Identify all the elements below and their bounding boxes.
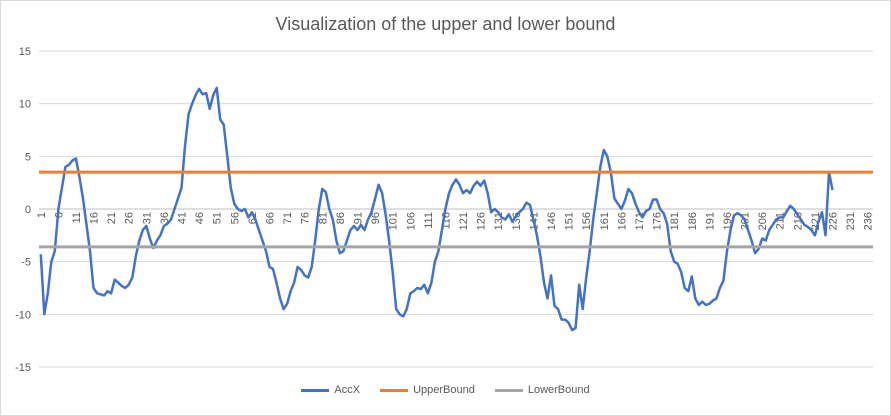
legend-item: UpperBound xyxy=(380,384,475,396)
legend-swatch xyxy=(494,388,523,392)
x-tick-label: 21 xyxy=(106,212,118,224)
y-axis-ticks: -15 -10 -5 0 5 10 15 xyxy=(15,46,31,374)
x-tick-label: 156 xyxy=(581,212,593,230)
x-tick-label: 151 xyxy=(564,212,576,230)
y-tick-label: -10 xyxy=(15,309,31,321)
x-tick-label: 66 xyxy=(264,212,276,224)
series-line-accx xyxy=(39,86,834,332)
legend-swatch xyxy=(301,388,330,392)
x-tick-label: 226 xyxy=(828,212,840,230)
grid-lines xyxy=(39,50,873,368)
legend-label: UpperBound xyxy=(413,384,475,396)
x-axis-ticks: 1 6 11 16 21 26 31 36 41 46 51 56 61 66 71 76 81 86 91 96 10… xyxy=(36,212,875,230)
x-tick-label: 166 xyxy=(616,212,628,230)
legend: AccX UpperBound LowerBound xyxy=(1,384,890,396)
x-tick-label: 6 xyxy=(53,212,65,218)
x-tick-label: 126 xyxy=(476,212,488,230)
x-tick-label: 231 xyxy=(845,212,857,230)
x-tick-label: 111 xyxy=(423,212,435,229)
legend-item: AccX xyxy=(301,384,360,396)
legend-swatch xyxy=(380,388,409,392)
x-tick-label: 206 xyxy=(757,212,769,230)
x-tick-label: 16 xyxy=(89,212,101,224)
legend-label: LowerBound xyxy=(527,384,590,396)
x-tick-label: 86 xyxy=(335,212,347,224)
x-tick-label: 51 xyxy=(212,212,224,224)
x-tick-label: 1 xyxy=(36,212,48,218)
x-tick-label: 106 xyxy=(405,212,417,230)
y-tick-label: -5 xyxy=(21,257,31,269)
x-tick-label: 136 xyxy=(511,212,523,230)
x-tick-label: 216 xyxy=(792,212,804,230)
legend-label: AccX xyxy=(334,384,361,396)
chart-title: Visualization of the upper and lower bou… xyxy=(275,14,616,34)
x-tick-label: 191 xyxy=(704,212,716,230)
x-tick-label: 26 xyxy=(124,212,136,224)
y-tick-label: 0 xyxy=(25,204,31,216)
x-tick-label: 76 xyxy=(300,212,312,224)
x-tick-label: 96 xyxy=(370,212,382,224)
x-tick-label: 31 xyxy=(141,212,153,224)
x-tick-label: 236 xyxy=(863,212,875,230)
x-tick-label: 221 xyxy=(810,212,822,230)
x-tick-label: 181 xyxy=(669,212,681,230)
x-tick-label: 41 xyxy=(177,212,189,224)
y-tick-label: 10 xyxy=(19,99,31,111)
y-tick-label: -15 xyxy=(15,362,31,374)
x-tick-label: 161 xyxy=(599,212,611,230)
x-tick-label: 121 xyxy=(458,212,470,230)
x-tick-label: 101 xyxy=(388,212,400,230)
x-tick-label: 91 xyxy=(352,212,364,224)
x-tick-label: 71 xyxy=(282,212,294,224)
x-tick-label: 46 xyxy=(194,212,206,224)
x-tick-label: 11 xyxy=(71,212,83,223)
x-tick-label: 56 xyxy=(229,212,241,224)
x-tick-label: 176 xyxy=(652,212,664,230)
legend-item: LowerBound xyxy=(494,384,590,396)
series-lines xyxy=(39,86,873,332)
x-tick-label: 146 xyxy=(546,212,558,230)
y-tick-label: 5 xyxy=(25,151,31,163)
x-tick-label: 186 xyxy=(687,212,699,230)
y-tick-label: 15 xyxy=(19,46,31,58)
x-tick-label: 81 xyxy=(317,212,329,224)
